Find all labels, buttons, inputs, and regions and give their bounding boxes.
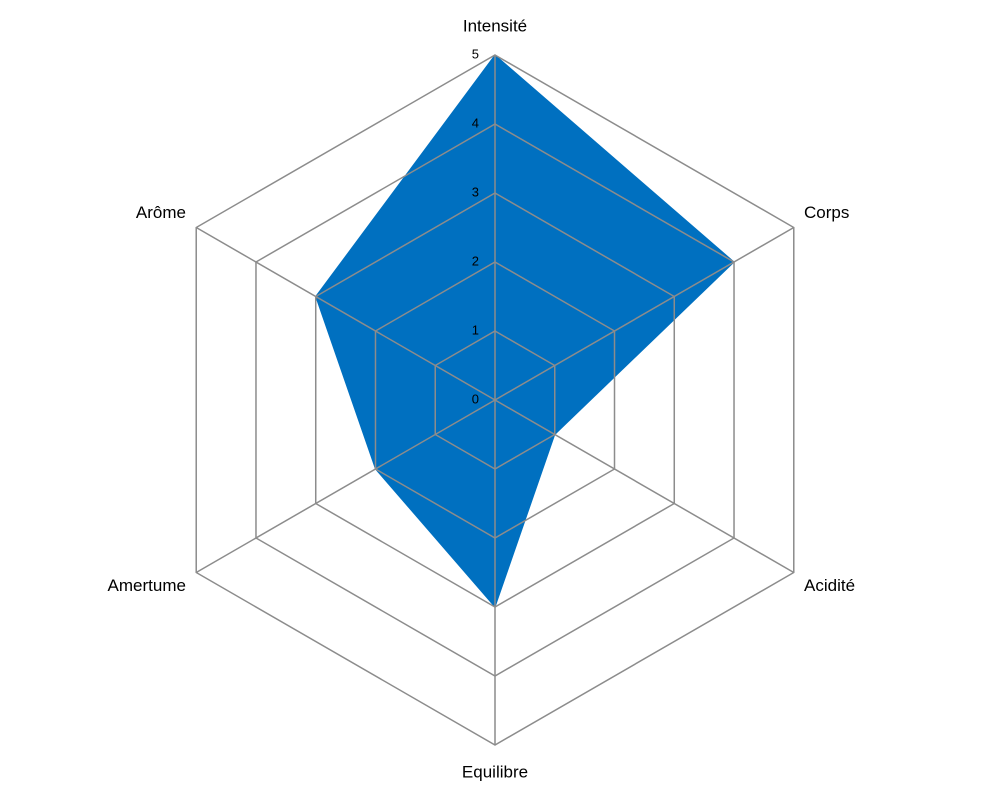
data-area <box>315 54 735 608</box>
category-label: Equilibre <box>462 762 528 781</box>
r-tick-label: 4 <box>472 115 479 130</box>
r-tick-label: 3 <box>472 184 479 199</box>
spoke <box>494 226 795 401</box>
r-tick-label: 0 <box>472 391 479 406</box>
r-tick-label: 1 <box>472 322 479 337</box>
category-label: Acidité <box>804 576 855 595</box>
category-label: Intensité <box>463 16 527 35</box>
spoke <box>195 226 496 401</box>
spoke <box>195 399 496 574</box>
category-label: Corps <box>804 203 849 222</box>
r-tick-label: 2 <box>472 253 479 268</box>
category-label: Amertume <box>108 576 186 595</box>
category-label: Arôme <box>136 203 186 222</box>
r-tick-label: 5 <box>472 46 479 61</box>
spoke <box>494 399 795 574</box>
